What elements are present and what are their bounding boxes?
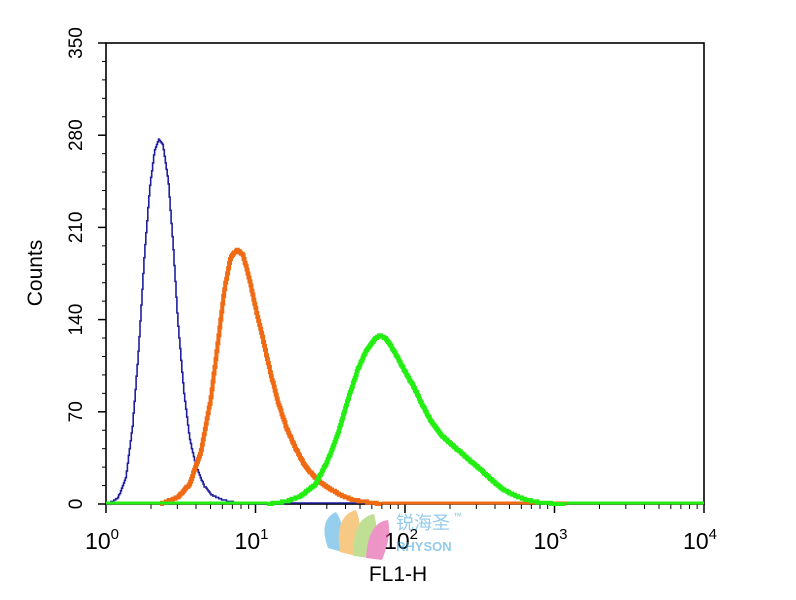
x-tick-label: 101: [235, 526, 269, 554]
x-axis: 100 101 102 103 104: [85, 504, 717, 554]
y-axis-title: Counts: [24, 240, 47, 307]
y-axis: 0 70 140 210 280 350: [66, 27, 106, 509]
y-tick-label: 0: [66, 499, 87, 510]
y-tick-label: 350: [66, 27, 87, 59]
x-axis-title: FL1-H: [369, 563, 427, 586]
watermark-tm: ™: [453, 511, 462, 521]
watermark-chinese: 锐海圣: [396, 513, 450, 533]
x-tick-label: 104: [683, 526, 717, 554]
y-tick-label: 280: [66, 119, 87, 151]
y-tick-label: 70: [66, 401, 87, 422]
watermark: 锐海圣 ™ RHYSON: [324, 510, 462, 560]
y-tick-label: 140: [66, 304, 87, 336]
y-tick-label: 210: [66, 212, 87, 244]
series-line-2: [267, 333, 566, 506]
series-layer: [106, 138, 704, 506]
series-line-1: [160, 247, 382, 506]
x-tick-label: 100: [85, 526, 119, 554]
watermark-brand: RHYSON: [396, 539, 452, 554]
plot-frame: [105, 42, 705, 505]
x-tick-label: 103: [534, 526, 568, 554]
watermark-logo: [324, 510, 390, 560]
